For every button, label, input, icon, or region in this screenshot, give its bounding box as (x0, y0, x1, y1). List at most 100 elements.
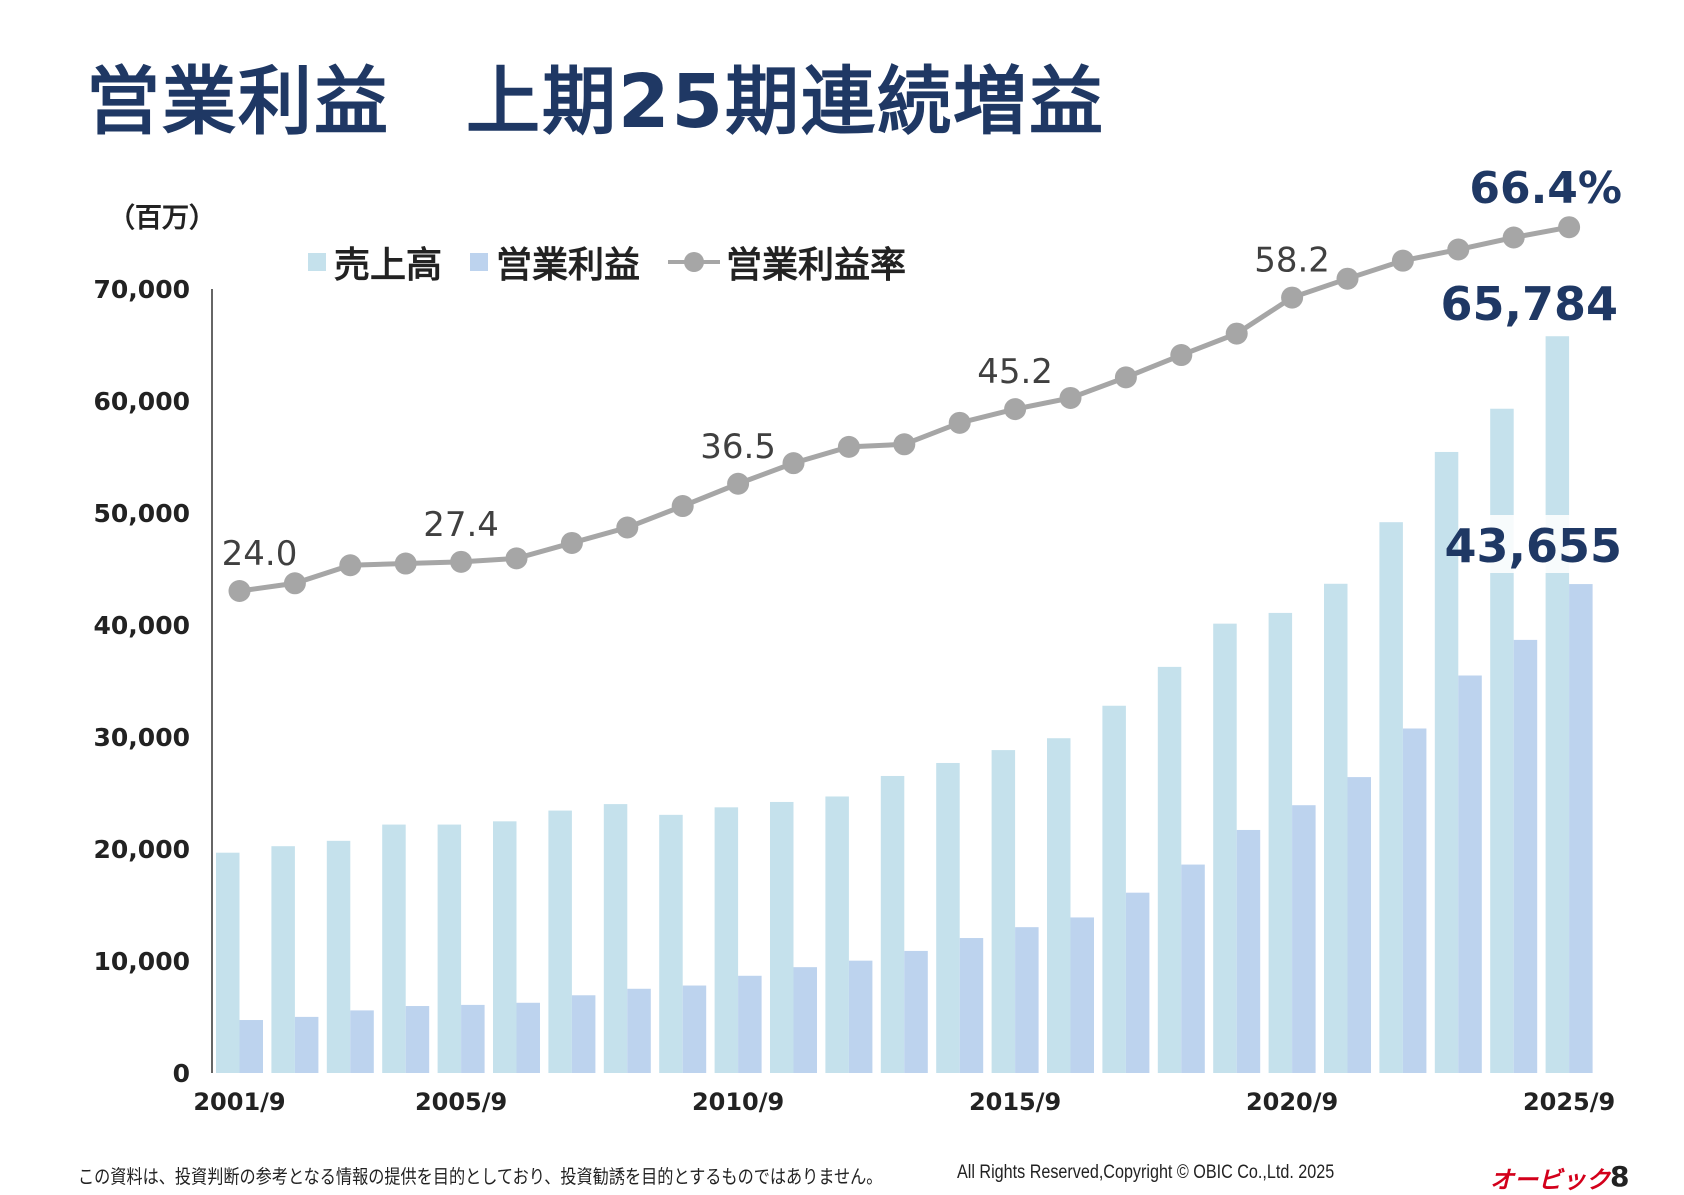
legend-item-profit: 営業利益 (470, 236, 640, 288)
bar-sales (880, 775, 905, 1073)
bar-sales (936, 762, 960, 1073)
bar-sales (271, 846, 295, 1073)
bar-sales (770, 801, 794, 1073)
obic-logo: オービック (1490, 1166, 1610, 1194)
bar-operating-profit (1181, 864, 1205, 1073)
legend-label: 売上高 (334, 245, 443, 286)
margin-point (228, 580, 251, 602)
margin-point (1114, 366, 1137, 389)
margin-data-label: 27.4 (423, 505, 499, 545)
bar-sales (1047, 738, 1071, 1073)
legend-item-margin: 営業利益率 (668, 236, 906, 288)
margin-point (893, 433, 916, 456)
legend-swatch-margin (668, 252, 721, 272)
bar-operating-profit (516, 1002, 540, 1073)
margin-point (837, 435, 860, 458)
bar-sales (1213, 623, 1237, 1073)
bar-sales (659, 814, 683, 1073)
bar-sales (1434, 451, 1459, 1074)
bar-operating-profit (1125, 892, 1150, 1073)
legend-swatch-profit (470, 253, 489, 271)
margin-point (450, 550, 473, 573)
bar-operating-profit (738, 975, 762, 1073)
bar-operating-profit (1292, 805, 1316, 1073)
bar-operating-profit (682, 985, 707, 1073)
y-tick-label: 20,000 (94, 835, 190, 864)
margin-point (394, 552, 417, 575)
label-background (1470, 515, 1620, 573)
x-tick-label: 2015/9 (969, 1088, 1061, 1116)
unit-label: （百万） (108, 203, 216, 234)
margin-point (1170, 344, 1193, 367)
disclaimer: この資料は、投資判断の参考となる情報の提供を目的としており、投資勧誘を目的とする… (78, 1167, 883, 1188)
x-tick-label: 2020/9 (1246, 1088, 1338, 1116)
sales-last-label: 65,784 (1440, 277, 1618, 331)
margin-point (1336, 267, 1359, 290)
x-tick-label: 2005/9 (415, 1088, 507, 1116)
margin-point (1391, 249, 1414, 272)
legend-swatch-sales (308, 253, 326, 271)
margin-point (560, 531, 583, 554)
margin-data-label: 58.2 (1254, 241, 1330, 281)
bar-operating-profit (959, 938, 984, 1073)
margin-data-label: 36.5 (700, 427, 776, 467)
y-tick-label: 0 (173, 1059, 190, 1088)
bar-sales (326, 840, 351, 1073)
margin-point (1225, 322, 1248, 345)
bar-operating-profit (1015, 927, 1039, 1073)
bar-operating-profit (571, 995, 596, 1073)
y-tick-label: 50,000 (94, 499, 190, 528)
bar-operating-profit (1569, 584, 1593, 1073)
margin-point (616, 516, 639, 539)
bar-operating-profit (1236, 829, 1261, 1073)
bar-sales (1102, 705, 1126, 1073)
bar-sales (493, 821, 517, 1073)
margin-point (671, 495, 694, 518)
margin-point (283, 572, 306, 595)
margin-point (727, 472, 750, 495)
legend-item-sales: 売上高 (308, 236, 442, 288)
profit-last-label: 43,655 (1444, 519, 1622, 573)
bar-operating-profit (793, 967, 817, 1073)
margin-data-label: 24.0 (222, 534, 298, 574)
bar-operating-profit (461, 1004, 485, 1073)
x-tick-label: 2025/9 (1523, 1088, 1615, 1116)
copyright: All Rights Reserved,Copyright © OBIC Co.… (957, 1162, 1335, 1183)
bar-operating-profit (239, 1020, 263, 1073)
bar-sales (548, 810, 572, 1073)
bar-sales (437, 824, 462, 1073)
y-tick-label: 70,000 (94, 275, 190, 304)
margin-point (1502, 226, 1525, 249)
bar-sales (1268, 612, 1293, 1073)
bar-operating-profit (1070, 917, 1094, 1073)
bar-sales (991, 750, 1016, 1073)
page-title: 営業利益 上期25期連続増益 (86, 59, 1105, 145)
bar-sales (714, 807, 739, 1073)
y-tick-label: 10,000 (94, 947, 190, 976)
margin-point (339, 554, 362, 577)
margin-point (505, 547, 528, 570)
margin-point (1059, 386, 1082, 409)
page-number: 8 (1610, 1160, 1630, 1193)
bar-sales (1379, 522, 1403, 1073)
bar-sales (825, 796, 849, 1073)
margin-point (782, 452, 805, 475)
bar-operating-profit (848, 960, 873, 1073)
bar-sales (1157, 666, 1182, 1073)
x-tick-label: 2001/9 (193, 1088, 285, 1116)
legend: 売上高 営業利益 営業利益率 (308, 236, 934, 288)
bar-sales (382, 824, 406, 1073)
bar-operating-profit (1513, 639, 1538, 1073)
margin-point (1004, 398, 1027, 421)
margin-point (1447, 238, 1470, 261)
margin-point (1558, 216, 1581, 239)
bar-operating-profit (350, 1010, 374, 1073)
legend-label: 営業利益率 (726, 245, 907, 286)
y-tick-label: 60,000 (94, 387, 190, 416)
y-tick-label: 30,000 (94, 723, 190, 752)
bar-operating-profit (627, 988, 651, 1073)
bar-operating-profit (1402, 728, 1427, 1073)
bar-sales (216, 852, 240, 1073)
margin-data-label: 66.4% (1469, 163, 1622, 214)
bar-operating-profit (294, 1016, 319, 1073)
